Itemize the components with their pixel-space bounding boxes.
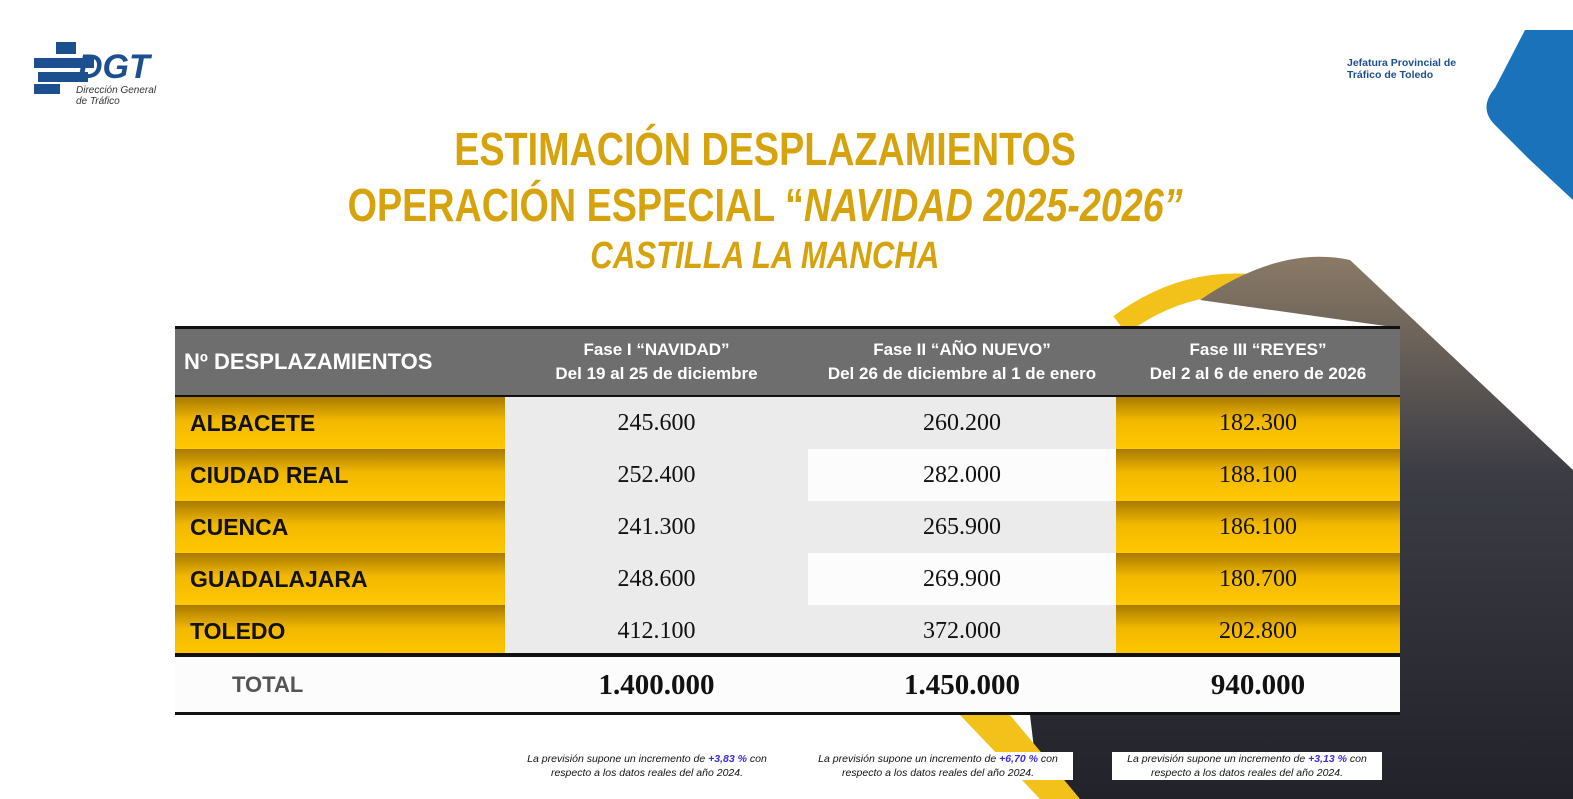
note-line: respecto a los datos reales del año 2024… (841, 767, 1035, 779)
total-label: TOTAL (175, 657, 505, 713)
value-cell: 202.800 (1116, 605, 1400, 657)
province-cell: ALBACETE (175, 397, 505, 449)
note: La previsión supone un incremento de +3,… (1112, 752, 1382, 780)
note-line: respecto a los datos reales del año 2024… (1150, 767, 1344, 779)
total-value: 1.400.000 (505, 657, 808, 713)
title-line: CASTILLA LA MANCHA (0, 235, 1530, 278)
value-cell: 186.100 (1116, 501, 1400, 553)
column-dates: Del 26 de diciembre al 1 de enero (827, 364, 1097, 383)
header-corner: Nº DESPLAZAMIENTOS (175, 329, 505, 395)
office-line: Tráfico de Toledo (1347, 69, 1434, 81)
table-rule (175, 712, 1400, 715)
column-name: Fase II “AÑO NUEVO” (873, 340, 1051, 359)
note-text: con (1346, 753, 1367, 765)
province-cell: TOLEDO (175, 605, 505, 657)
logo-line: Dirección General (76, 85, 157, 96)
note-highlight: +6,70 % (999, 753, 1038, 765)
logo-subtitle: Dirección General de Tráfico (76, 85, 156, 107)
title-line: OPERACIÓN ESPECIAL “NAVIDAD 2025-2026” (0, 178, 1530, 232)
note: La previsión supone un incremento de +6,… (803, 752, 1073, 780)
value-cell: 180.700 (1116, 553, 1400, 605)
note: La previsión supone un incremento de +3,… (512, 752, 782, 780)
header-cell: Fase I “NAVIDAD” Del 19 al 25 de diciembr… (505, 329, 808, 395)
note-line: La previsión supone un incremento de +6,… (803, 752, 1073, 766)
note-highlight: +3,13 % (1308, 753, 1347, 765)
note-text: La previsión supone un incremento de (527, 753, 709, 765)
value-cell: 412.100 (505, 605, 808, 657)
value-cell: 269.900 (808, 553, 1116, 605)
value-cell: 265.900 (808, 501, 1116, 553)
note-line: respecto a los datos reales del año 2024… (550, 767, 744, 779)
logo-mark (34, 42, 94, 94)
note-line: La previsión supone un incremento de +3,… (1112, 752, 1382, 766)
value-cell: 248.600 (505, 553, 808, 605)
note-text: con (746, 753, 767, 765)
title-prefix: OPERACIÓN ESPECIAL “ (347, 179, 804, 231)
note-text: con (1037, 753, 1058, 765)
value-cell: 241.300 (505, 501, 808, 553)
column-name: Fase I “NAVIDAD” (583, 340, 730, 359)
value-cell: 252.400 (505, 449, 808, 501)
note-highlight: +3,83 % (708, 753, 747, 765)
value-cell: 188.100 (1116, 449, 1400, 501)
note-text: La previsión supone un incremento de (1127, 753, 1309, 765)
table-rule (175, 395, 1400, 398)
logo-text: DGT (78, 48, 150, 86)
logo-line: de Tráfico (76, 96, 120, 107)
blue-shape (1486, 30, 1573, 200)
note-line: La previsión supone un incremento de +3,… (512, 752, 782, 766)
header-cell: Fase III “REYES” Del 2 al 6 de enero de 2… (1116, 329, 1400, 395)
column-name: Fase III “REYES” (1189, 340, 1327, 359)
title-text: OPERACIÓN ESPECIAL “NAVIDAD 2025-2026” (348, 178, 1183, 232)
value-cell: 260.200 (808, 397, 1116, 449)
value-cell: 245.600 (505, 397, 808, 449)
title-text: ESTIMACIÓN DESPLAZAMIENTOS (454, 123, 1076, 175)
note-text: La previsión supone un incremento de (818, 753, 1000, 765)
header-cell: Fase II “AÑO NUEVO” Del 26 de diciembre a… (808, 329, 1116, 395)
value-cell: 282.000 (808, 449, 1116, 501)
traffic-photo (1030, 256, 1573, 799)
office-line: Jefatura Provincial de (1347, 57, 1457, 69)
total-value: 1.450.000 (808, 657, 1116, 713)
province-cell: GUADALAJARA (175, 553, 505, 605)
column-dates: Del 2 al 6 de enero de 2026 (1149, 364, 1367, 383)
table-rule (175, 653, 1400, 657)
value-cell: 372.000 (808, 605, 1116, 657)
total-value: 940.000 (1116, 657, 1400, 713)
title-text: CASTILLA LA MANCHA (590, 235, 940, 277)
title-italic: NAVIDAD 2025-2026” (803, 179, 1183, 231)
column-dates: Del 19 al 25 de diciembre (555, 364, 758, 383)
value-cell: 182.300 (1116, 397, 1400, 449)
province-cell: CUENCA (175, 501, 505, 553)
province-cell: CIUDAD REAL (175, 449, 505, 501)
office: Jefatura Provincial de Tráfico de Toledo (1347, 57, 1456, 81)
table-rule (175, 326, 1400, 329)
title-line: ESTIMACIÓN DESPLAZAMIENTOS (0, 122, 1530, 176)
